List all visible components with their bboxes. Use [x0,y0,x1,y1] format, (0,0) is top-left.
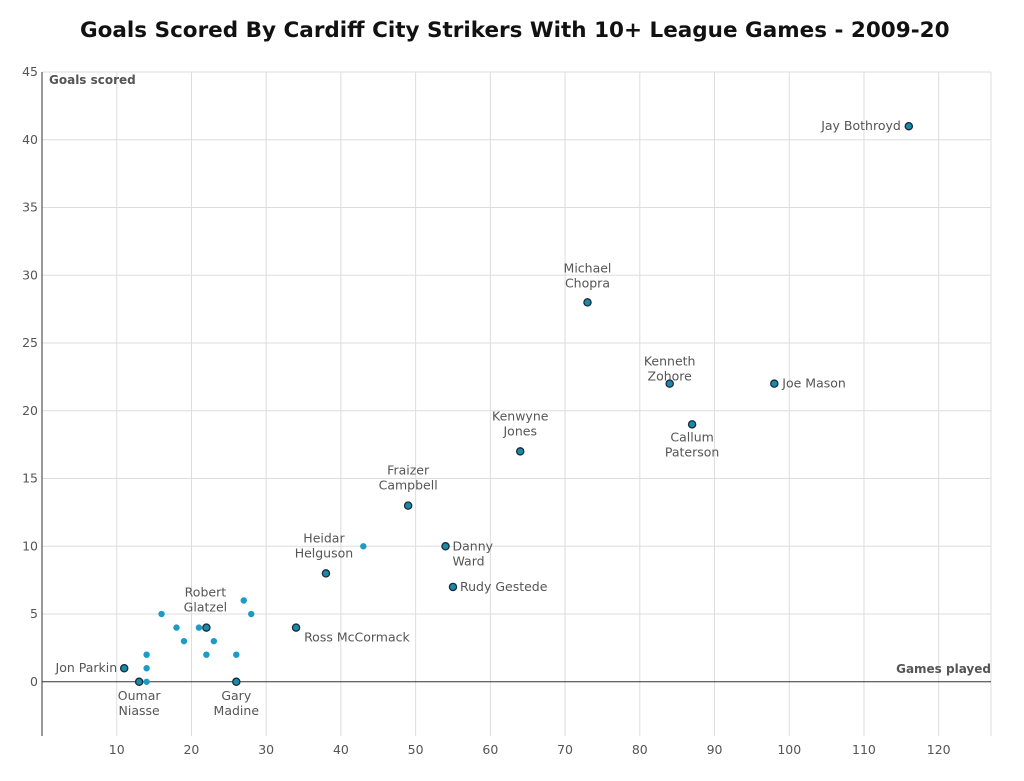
data-point [158,610,165,618]
data-point [195,624,203,631]
data-point-labeled [403,501,413,510]
point-label: Michael Chopra [564,260,612,290]
x-tick-label: 70 [557,742,573,757]
point-label-line: Zohore [648,369,693,384]
data-point-labeled [134,677,144,687]
point-label: Joe Mason [781,376,846,391]
grid [41,71,992,736]
point-label: Ross McCormack [304,630,410,645]
point-label: Heidar Helguson [295,530,354,560]
data-point-labeled [119,663,129,673]
point-label-line: Kenwyne [492,408,549,423]
point-label-line: Rudy Gestede [460,579,548,594]
point-label-line: Glatzel [184,600,227,615]
point-label: Oumar Niasse [118,688,162,718]
point-label: Danny Ward [453,538,494,568]
y-tick-label: 45 [22,64,38,79]
data-point-labeled [515,447,525,456]
point-label: Jay Bothroyd [820,118,901,133]
data-point [143,665,150,672]
point-label: Robert Glatzel [184,585,227,615]
data-point-labeled [441,542,450,551]
point-label-line: Oumar [118,688,162,703]
data-point-labeled [583,298,592,307]
point-label-line: Jones [503,423,537,438]
data-point [210,637,218,645]
data-point-labeled [904,121,914,131]
point-label-line: Danny [453,538,494,553]
data-point-labeled [321,569,331,578]
x-tick-label: 20 [183,742,199,757]
point-label-line: Joe Mason [781,376,846,391]
x-tick-label: 90 [707,742,723,757]
point-label-line: Madine [214,703,260,718]
x-axis-title: Games played [896,662,991,676]
x-tick-label: 30 [258,742,274,757]
data-point [173,624,180,631]
point-label: Callum Paterson [665,429,719,459]
point-label-line: Kenneth [644,354,696,369]
y-axis-title: Goals scored [49,73,136,87]
data-point [180,637,188,645]
point-labels: Jay Bothroyd Michael Chopra Kenneth Zohore Jo… [55,118,901,718]
x-tick-label: 80 [632,742,648,757]
data-point-labeled [232,677,241,687]
point-label-line: Gary [221,688,251,703]
x-tick-label: 60 [482,742,498,757]
data-point [143,651,150,658]
point-label-line: Niasse [119,703,161,718]
data-point [233,651,240,658]
data-point [360,543,367,550]
point-label: Rudy Gestede [460,579,548,594]
y-tick-label: 30 [22,267,38,282]
data-point-labeled [687,420,697,429]
y-tick-label: 40 [22,132,38,147]
data-point-labeled [665,379,674,388]
x-tick-label: 40 [333,742,349,757]
point-label: Fraizer Campbell [379,463,438,493]
y-tick-label: 10 [22,538,38,553]
y-tick-label: 35 [22,200,38,215]
point-label-line: Jay Bothroyd [820,118,901,133]
x-tick-label: 50 [408,742,424,757]
x-tick-label: 10 [109,742,125,757]
point-label: Kenneth Zohore [644,354,696,384]
point-label-line: Campbell [379,478,438,493]
point-label: Gary Madine [214,688,260,718]
data-point-labeled [291,623,301,632]
data-point-labeled [770,379,779,388]
data-point [203,651,210,658]
point-label-line: Paterson [665,444,719,459]
point-label-line: Helguson [295,545,354,560]
data-point-labeled [202,623,211,632]
y-tick-label: 20 [22,403,38,418]
data-point [240,597,247,604]
y-tick-label: 0 [30,674,38,689]
point-label-line: Ross McCormack [304,630,410,645]
point-label-line: Ward [453,553,485,568]
point-label-line: Fraizer [387,463,430,478]
data-point [248,610,255,618]
point-label-line: Callum [670,429,713,444]
x-tick-label: 100 [777,742,801,757]
point-label-line: Michael [564,260,612,275]
point-label-line: Chopra [565,275,610,290]
y-tick-label: 15 [22,471,38,486]
x-tick-label: 110 [852,742,876,757]
point-label-line: Jon Parkin [55,660,118,675]
chart-title: Goals Scored By Cardiff City Strikers Wi… [80,18,950,43]
point-label: Kenwyne Jones [492,408,549,438]
data-point [143,678,150,685]
point-label-line: Heidar [303,530,345,545]
data-points [119,121,914,687]
x-tick-label: 120 [927,742,951,757]
data-point-labeled [448,582,458,592]
y-tick-label: 25 [22,335,38,350]
axis-ticks: 10 20 30 40 50 60 70 80 90 100 110 120 0 5 10 15 20 25 30 3… [22,64,951,757]
point-label-line: Robert [185,585,227,600]
y-tick-label: 5 [30,606,38,621]
point-label: Jon Parkin [55,660,118,675]
